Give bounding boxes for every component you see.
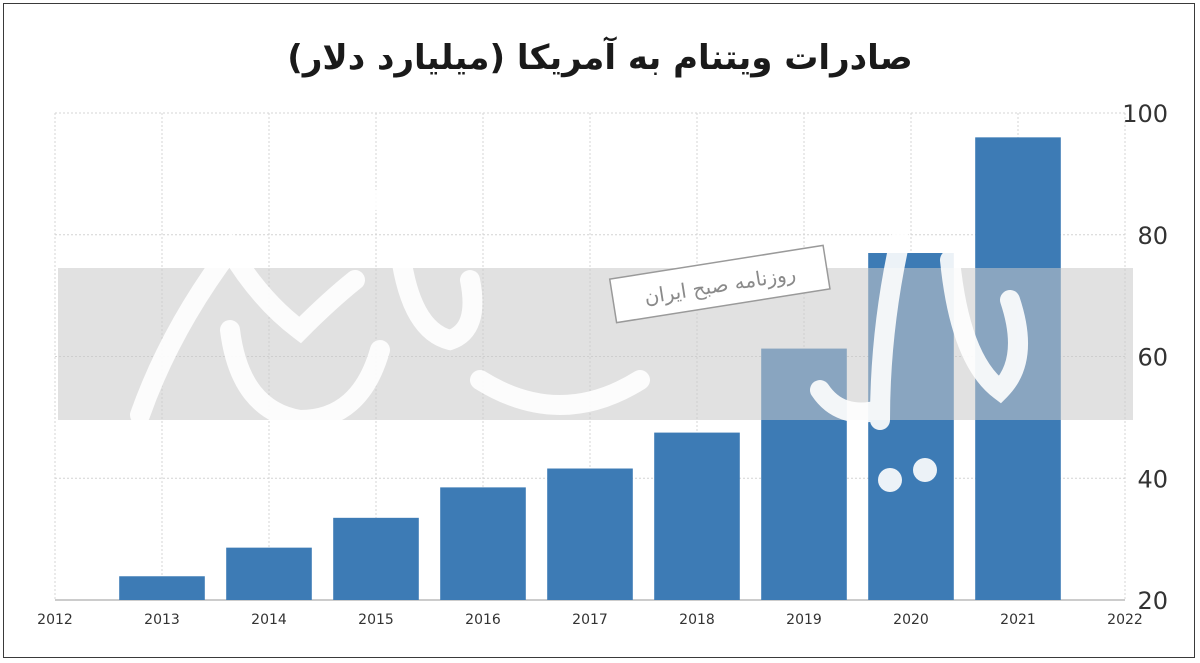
x-tick-label: 2015 — [358, 612, 394, 628]
bar-2014 — [226, 547, 312, 600]
x-tick-label: 2018 — [679, 612, 715, 628]
x-tick-label: 2014 — [251, 612, 287, 628]
x-tick-label: 2021 — [1000, 612, 1036, 628]
bar-2016 — [440, 487, 526, 600]
x-tick-label: 2012 — [37, 612, 73, 628]
chart-title: صادرات ویتنام به آمریکا (میلیارد دلار) — [287, 38, 913, 78]
bar-2017 — [547, 468, 633, 600]
y-tick-label: 60 — [1137, 344, 1168, 372]
x-tick-label: 2016 — [465, 612, 501, 628]
x-tick-label: 2019 — [786, 612, 822, 628]
x-axis-ticks: 2012 2013 2014 2015 2016 2017 2018 2019 2020 2021… — [37, 612, 1143, 628]
watermark-logo: روزنامه صبح ایران — [58, 179, 1133, 492]
bar-2013 — [119, 576, 205, 600]
x-tick-label: 2020 — [893, 612, 929, 628]
y-tick-label: 80 — [1137, 222, 1168, 250]
watermark-dots — [288, 179, 971, 492]
bar-2018 — [654, 432, 740, 600]
x-tick-label: 2013 — [144, 612, 180, 628]
x-tick-label: 2017 — [572, 612, 608, 628]
y-axis-ticks: 20 40 60 80 100 — [1122, 100, 1168, 615]
watermark-calligraphy-icon — [130, 230, 1028, 431]
y-tick-label: 20 — [1137, 587, 1168, 615]
y-tick-label: 40 — [1137, 465, 1168, 493]
y-tick-label: 100 — [1122, 100, 1168, 128]
x-tick-label: 2022 — [1107, 612, 1143, 628]
bar-2015 — [333, 517, 419, 600]
